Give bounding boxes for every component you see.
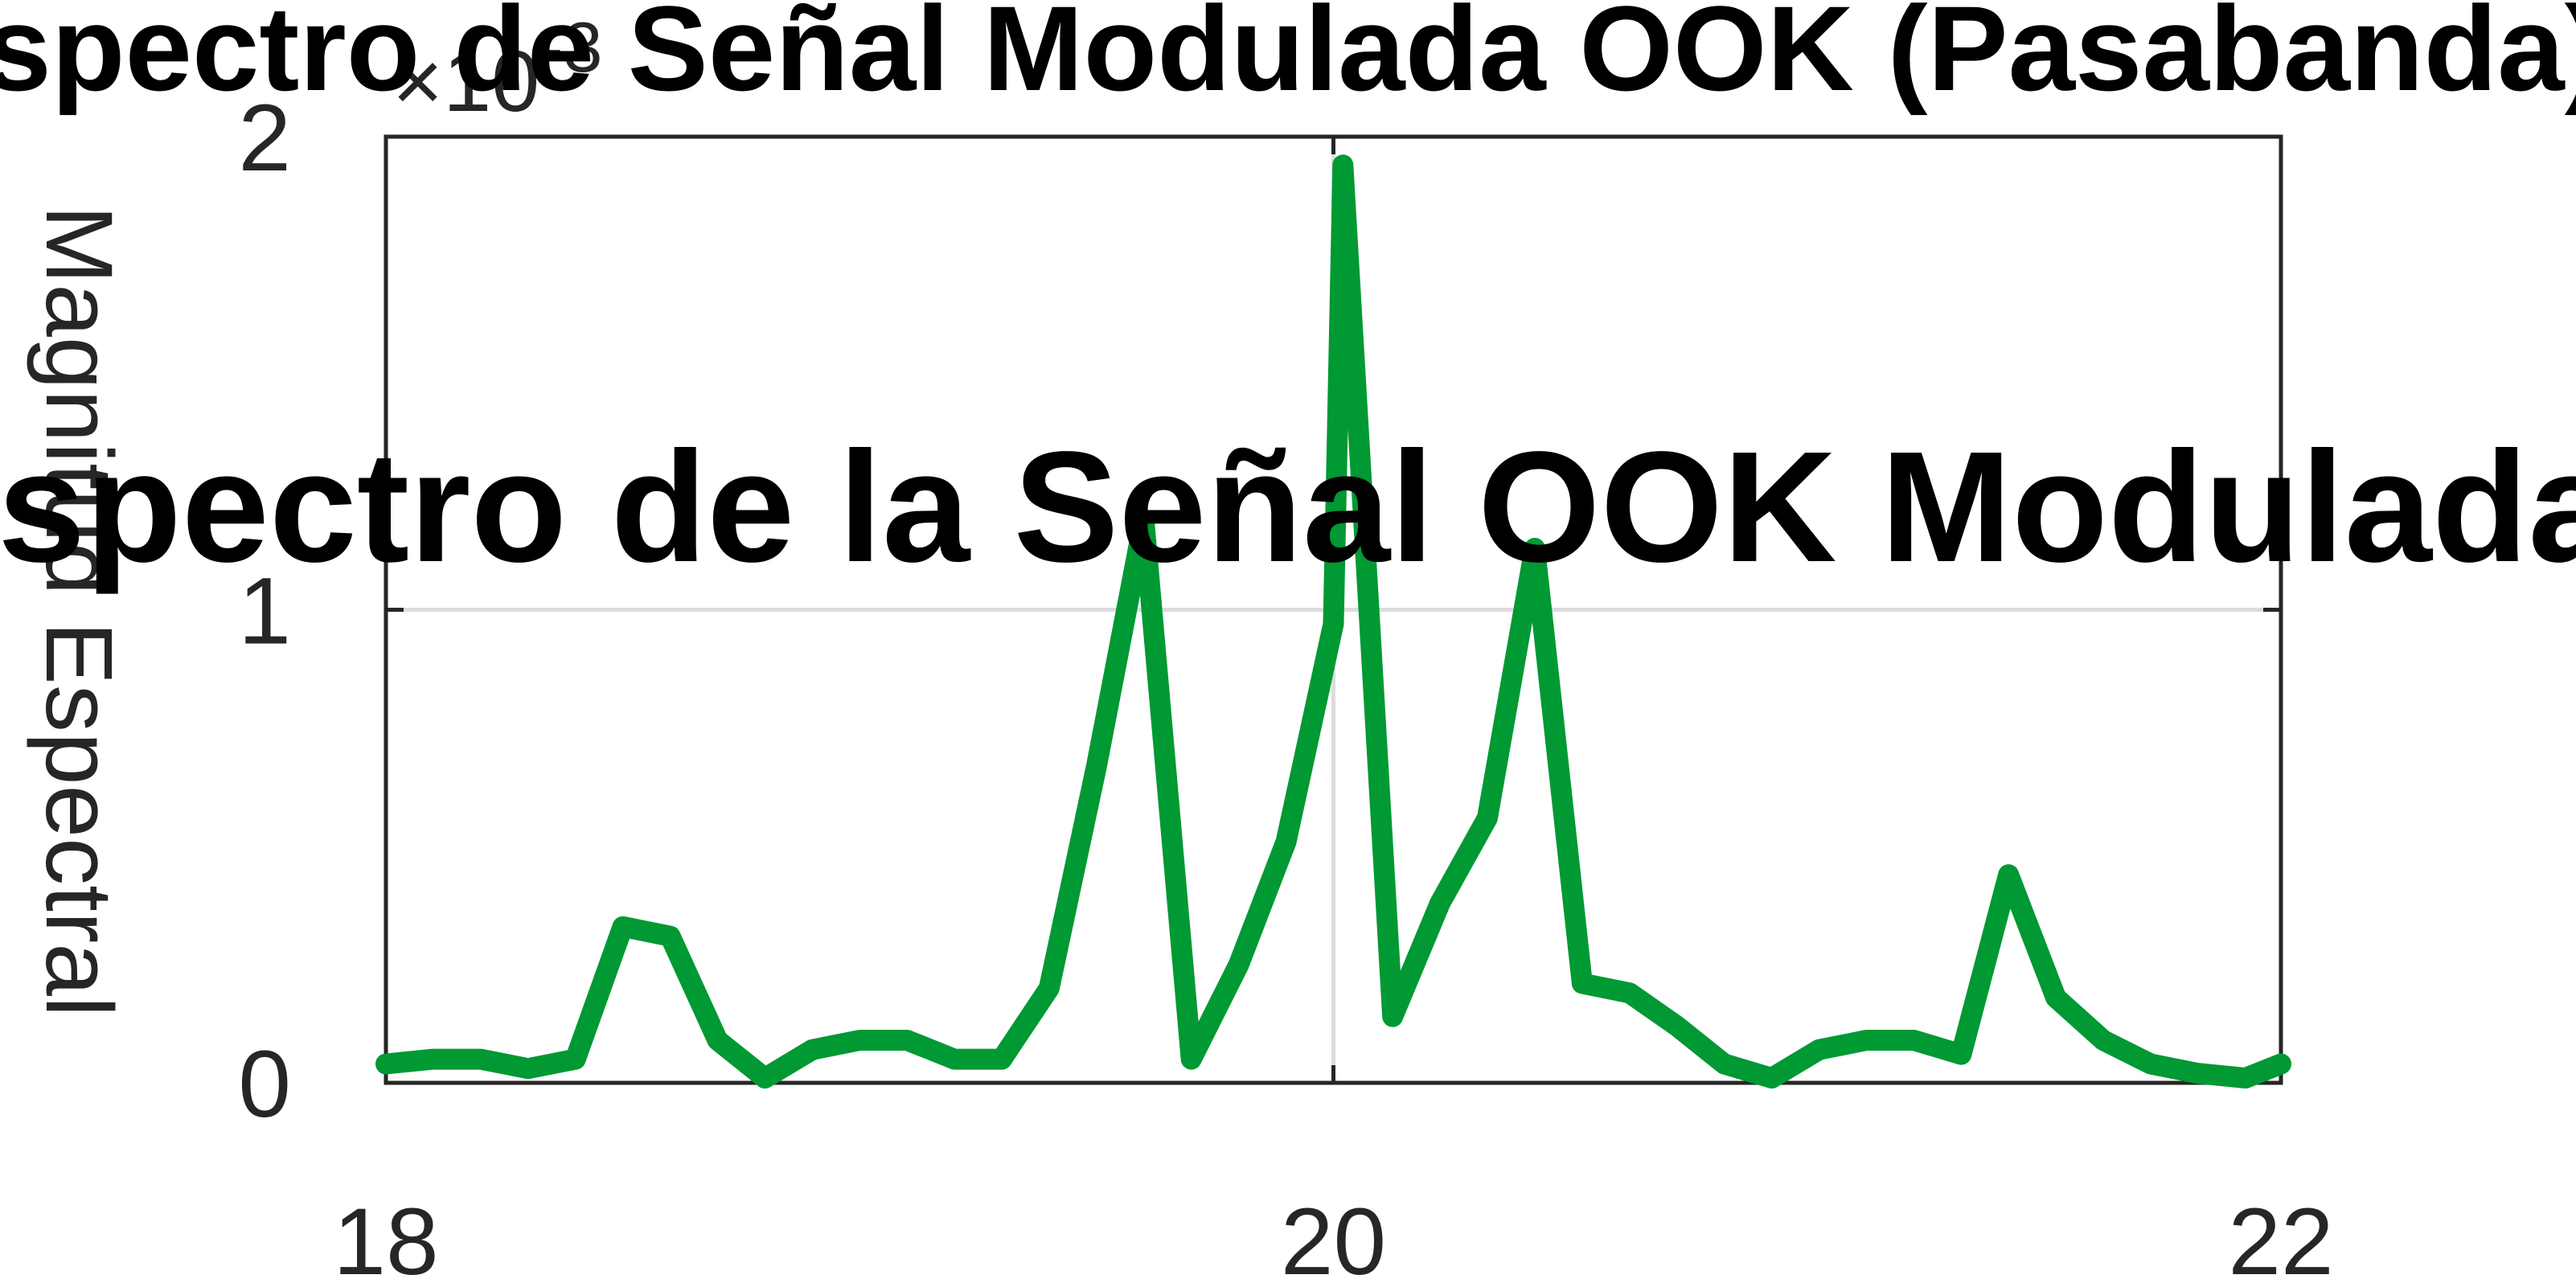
y-tick-label: 1 <box>238 559 291 665</box>
y-tick-label: 2 <box>238 85 291 191</box>
overlay-title: Espectro de la Señal OOK Modulada <box>0 419 2576 595</box>
series-layer <box>375 154 2291 1089</box>
chart-title: Espectro de Señal Modulada OOK (Pasaband… <box>0 0 2576 116</box>
y-exponent-power: -3 <box>539 7 602 87</box>
x-tick-label: 18 <box>333 1189 438 1279</box>
x-tick-label: 20 <box>1281 1189 1386 1279</box>
y-tick-label: 0 <box>238 1031 291 1137</box>
x-tick-label: 22 <box>2228 1189 2333 1279</box>
axes-layer <box>384 134 2283 1085</box>
y-axis-label: Magnitud Espectral <box>26 205 132 1017</box>
spectrum-series-line <box>375 154 2291 1089</box>
y-exponent-label: ×10-3 <box>392 7 602 130</box>
y-exponent-base: ×10 <box>392 32 539 129</box>
